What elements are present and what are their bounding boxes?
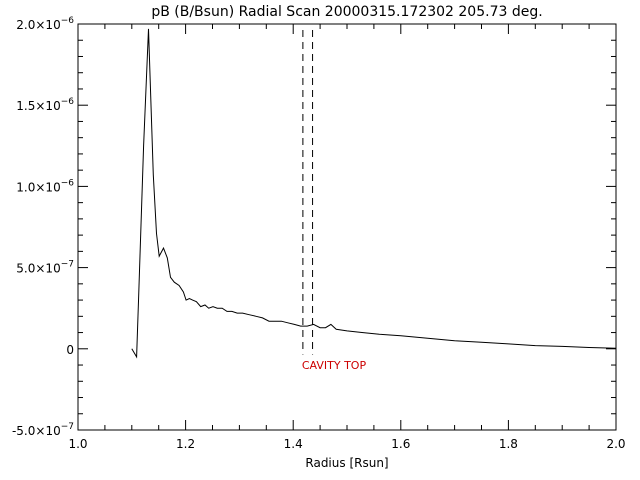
- x-tick-label: 1.8: [499, 437, 518, 451]
- x-tick-label: 1.0: [68, 437, 87, 451]
- y-tick-label: 1.0×10−6: [16, 178, 74, 194]
- y-tick-label: 2.0×10−6: [16, 16, 74, 32]
- series-line: [131, 28, 617, 359]
- x-tick-label: 1.2: [176, 437, 195, 451]
- cavity-markers: [302, 30, 314, 355]
- y-tick-label: 1.5×10−6: [16, 97, 74, 113]
- x-tick-label: 1.4: [284, 437, 303, 451]
- y-tick-label: -5.0×10−7: [12, 422, 74, 438]
- y-tick-label: 0: [66, 343, 74, 357]
- series-layer: [131, 28, 617, 359]
- y-axis: -5.0×10−7 0 5.0×10−7 1.0×10−6 1.5×10−6 2.0×10…: [12, 16, 616, 438]
- annotations: CAVITY TOP: [302, 359, 367, 372]
- x-tick-label: 1.6: [391, 437, 410, 451]
- x-axis: 1.0 1.2 1.4 1.6 1.8 2.0: [68, 24, 626, 451]
- cavity-top-label: CAVITY TOP: [302, 359, 367, 372]
- chart-title: pB (B/Bsun) Radial Scan 20000315.172302 …: [151, 4, 542, 20]
- x-tick-label: 2.0: [606, 437, 625, 451]
- x-axis-label: Radius [Rsun]: [305, 456, 388, 470]
- y-tick-label: 5.0×10−7: [16, 260, 74, 276]
